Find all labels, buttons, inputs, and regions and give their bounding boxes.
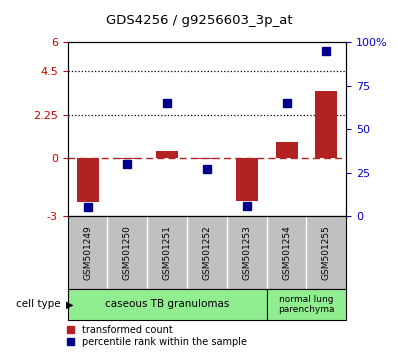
Text: GSM501252: GSM501252	[203, 225, 211, 280]
Bar	[196, 158, 218, 159]
Text: GSM501249: GSM501249	[83, 225, 92, 280]
Text: GSM501253: GSM501253	[242, 225, 251, 280]
Text: cell type: cell type	[16, 299, 64, 309]
Text: normal lung
parenchyma: normal lung parenchyma	[278, 295, 335, 314]
Bar	[267, 289, 346, 320]
Bar	[68, 289, 267, 320]
Text: caseous TB granulomas: caseous TB granulomas	[105, 299, 229, 309]
Bar	[116, 158, 139, 159]
Text: GSM501251: GSM501251	[163, 225, 172, 280]
Legend: transformed count, percentile rank within the sample: transformed count, percentile rank withi…	[64, 323, 249, 349]
Bar	[236, 158, 258, 200]
Bar	[315, 91, 337, 158]
Text: GSM501255: GSM501255	[322, 225, 331, 280]
Text: GSM501254: GSM501254	[282, 225, 291, 280]
Text: GSM501250: GSM501250	[123, 225, 132, 280]
Text: ▶: ▶	[66, 299, 73, 309]
Bar	[275, 142, 297, 158]
Bar	[156, 152, 178, 158]
Text: GDS4256 / g9256603_3p_at: GDS4256 / g9256603_3p_at	[106, 14, 292, 27]
Bar	[77, 158, 99, 202]
